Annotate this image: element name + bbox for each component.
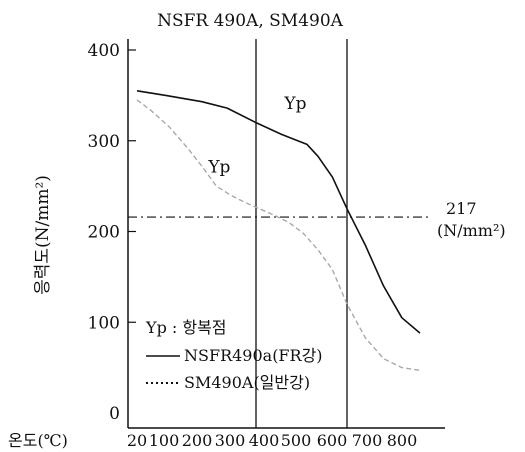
legend-item-sm: SM490A(일반강) xyxy=(184,373,310,392)
chart-title: NSFR 490A, SM490A xyxy=(157,11,344,31)
x-tick-label-20: 20 xyxy=(127,431,147,450)
annotation-yp-1: Yp xyxy=(207,158,230,178)
y-tick-label-200: 200 xyxy=(88,223,120,243)
x-tick-label-200: 200 xyxy=(182,431,213,450)
grid xyxy=(128,39,430,428)
x-tick-label-400: 400 xyxy=(249,431,280,450)
x-tick-label-800: 800 xyxy=(387,431,418,450)
x-tick-label-300: 300 xyxy=(215,431,246,450)
x-tick-label-600: 600 xyxy=(317,431,348,450)
legend: Yp : 항복점 NSFR490a(FR강) SM490A(일반강) xyxy=(145,318,323,392)
series-line-fr xyxy=(136,90,421,334)
annotation-yp-0: Yp xyxy=(283,94,306,114)
reference-line-unit: (N/mm²) xyxy=(437,221,506,240)
legend-note: Yp : 항복점 xyxy=(145,318,227,337)
legend-item-fr: NSFR490a(FR강) xyxy=(184,346,323,365)
x-axis-label: 온도(℃) xyxy=(8,431,68,450)
y-tick-label-400: 400 xyxy=(88,41,120,61)
y-tick-label-100: 100 xyxy=(88,313,120,333)
series-line-sm xyxy=(136,99,421,371)
series-group xyxy=(136,90,421,371)
x-tick-label-700: 700 xyxy=(352,431,383,450)
annotations: Yp Yp xyxy=(207,94,306,178)
y-ticks: 0 100 200 300 400 xyxy=(88,41,136,424)
x-ticks: 20 100 200 300 400 500 600 700 800 xyxy=(127,431,417,450)
y-tick-label-0: 0 xyxy=(109,404,120,424)
reference-line-value: 217 xyxy=(446,199,477,218)
y-axis-label: 응력도(N/mm²) xyxy=(33,175,53,295)
x-tick-label-100: 100 xyxy=(149,431,180,450)
y-tick-label-300: 300 xyxy=(88,132,120,152)
x-tick-label-500: 500 xyxy=(281,431,312,450)
